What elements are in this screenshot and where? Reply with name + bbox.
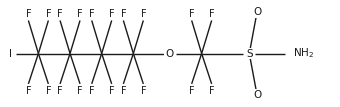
Text: O: O [165, 48, 173, 59]
Text: F: F [209, 9, 215, 19]
Text: F: F [189, 9, 194, 19]
Text: F: F [140, 86, 146, 96]
Text: F: F [109, 86, 115, 96]
Text: F: F [209, 86, 215, 96]
Text: F: F [26, 86, 31, 96]
Text: F: F [109, 9, 115, 19]
Text: O: O [254, 7, 262, 17]
Text: F: F [57, 9, 63, 19]
Text: F: F [57, 86, 63, 96]
Text: F: F [89, 86, 95, 96]
Text: O: O [254, 90, 262, 100]
Text: I: I [8, 48, 12, 59]
Text: F: F [121, 9, 126, 19]
Text: S: S [246, 48, 253, 59]
Text: F: F [89, 9, 95, 19]
Text: F: F [121, 86, 126, 96]
Text: F: F [46, 86, 51, 96]
Text: NH$_2$: NH$_2$ [293, 47, 315, 60]
Text: F: F [189, 86, 194, 96]
Text: F: F [77, 86, 83, 96]
Text: F: F [77, 9, 83, 19]
Text: F: F [26, 9, 31, 19]
Text: F: F [46, 9, 51, 19]
Text: F: F [140, 9, 146, 19]
